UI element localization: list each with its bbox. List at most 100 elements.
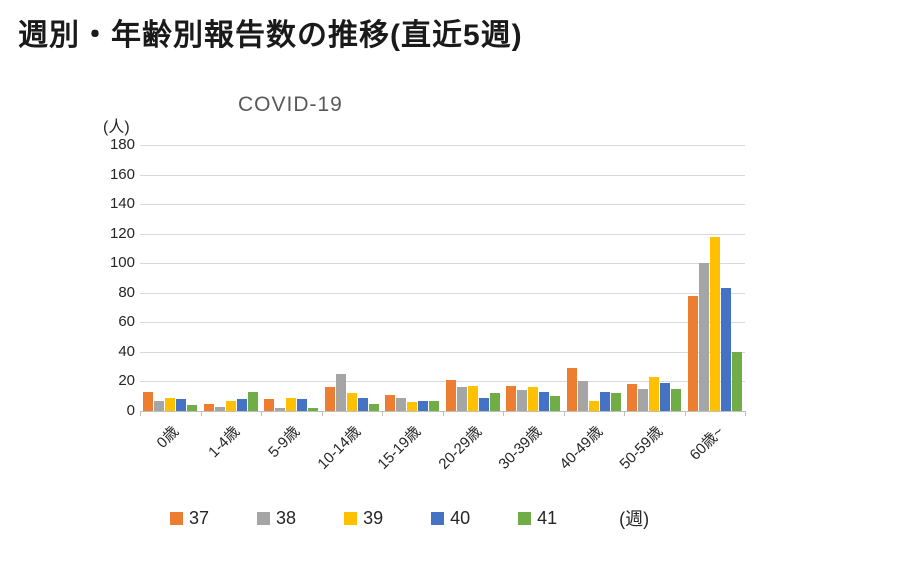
bar-week40-20-29歳 xyxy=(478,398,489,411)
bar-week40-5-9歳 xyxy=(297,399,308,411)
bar-week38-5-9歳 xyxy=(275,408,286,411)
bar-week38-1-4歳 xyxy=(214,407,225,411)
gridline-y-80 xyxy=(140,292,745,294)
legend-label: 38 xyxy=(276,507,297,528)
y-tick-label: 120 xyxy=(109,224,135,242)
bar-cluster-20-29歳 xyxy=(443,145,504,411)
x-axis-tick xyxy=(443,411,444,416)
bar-cluster-5-9歳 xyxy=(261,145,322,411)
x-axis-tick xyxy=(564,411,565,416)
x-axis-tick xyxy=(261,411,262,416)
x-axis-tick xyxy=(201,411,202,416)
bar-week40-1-4歳 xyxy=(236,399,247,411)
bar-week37-50-59歳 xyxy=(627,384,638,411)
bar-week41-50-59歳 xyxy=(671,389,682,411)
bar-week41-20-29歳 xyxy=(489,393,500,411)
bar-week41-5-9歳 xyxy=(308,408,319,411)
bar-week41-0歳 xyxy=(187,405,198,411)
bar-cluster-0歳 xyxy=(140,145,201,411)
bar-week37-10-14歳 xyxy=(324,387,335,411)
bar-week37-30-39歳 xyxy=(506,386,517,411)
page-title: 週別・年齢別報告数の推移(直近5週) xyxy=(18,19,523,52)
bar-week41-15-19歳 xyxy=(429,401,440,411)
gridline-y-140 xyxy=(140,204,745,206)
gridline-y-100 xyxy=(140,263,745,265)
legend: 37 38 39 40 41 (週) xyxy=(170,505,649,531)
bar-week41-30-39歳 xyxy=(550,396,561,411)
bar-week37-20-29歳 xyxy=(445,380,456,411)
legend-label: 41 xyxy=(537,507,558,528)
bar-week39-40-49歳 xyxy=(588,401,599,411)
legend-item-week-40: 40 xyxy=(431,508,470,529)
y-tick-label: 40 xyxy=(118,342,135,360)
gridline-y-180 xyxy=(140,145,745,146)
bar-week39-1-4歳 xyxy=(225,401,236,411)
bar-week37-60歳~ xyxy=(687,296,698,411)
bar-cluster-1-4歳 xyxy=(201,145,262,411)
bar-week40-40-49歳 xyxy=(599,392,610,411)
bar-week37-5-9歳 xyxy=(264,399,275,411)
gridline-y-120 xyxy=(140,233,745,235)
y-tick-label: 20 xyxy=(118,372,135,390)
bar-week39-10-14歳 xyxy=(346,393,357,411)
bar-week39-15-19歳 xyxy=(407,402,418,411)
gridline-y-60 xyxy=(140,322,745,324)
x-axis-tick xyxy=(322,411,323,416)
bar-week40-0歳 xyxy=(176,399,187,411)
chart-subtitle: COVID-19 xyxy=(238,93,343,116)
bar-week38-20-29歳 xyxy=(456,387,467,411)
y-tick-label: 180 xyxy=(109,136,135,153)
bar-week37-0歳 xyxy=(143,392,154,411)
bar-week39-30-39歳 xyxy=(528,387,539,411)
bar-week37-15-19歳 xyxy=(385,395,396,411)
bar-cluster-40-49歳 xyxy=(564,145,625,411)
bar-week38-60歳~ xyxy=(698,263,709,411)
legend-label: 40 xyxy=(450,507,471,528)
legend-label: 37 xyxy=(189,507,210,528)
plot-area xyxy=(140,145,746,416)
bar-week38-40-49歳 xyxy=(577,381,588,411)
bar-cluster-50-59歳 xyxy=(624,145,685,411)
x-axis-tick xyxy=(140,411,141,416)
bar-week39-50-59歳 xyxy=(649,377,660,411)
legend-item-week-41: 41 xyxy=(518,508,557,529)
bar-week39-5-9歳 xyxy=(286,398,297,411)
legend-label: 39 xyxy=(363,507,384,528)
bar-cluster-15-19歳 xyxy=(382,145,443,411)
legend-item-week-37: 37 xyxy=(170,508,209,529)
bar-week41-1-4歳 xyxy=(247,392,258,411)
bar-week38-0歳 xyxy=(154,401,165,411)
gridline-y-160 xyxy=(140,174,745,176)
x-axis-tick xyxy=(382,411,383,416)
x-axis-tick xyxy=(745,411,746,416)
gridline-y-40 xyxy=(140,351,745,353)
y-tick-label: 100 xyxy=(109,254,135,272)
bar-week37-40-49歳 xyxy=(566,368,577,411)
bar-week40-30-39歳 xyxy=(539,392,550,411)
legend-week-unit: (週) xyxy=(619,509,650,529)
bar-week38-50-59歳 xyxy=(638,389,649,411)
y-tick-label: 80 xyxy=(118,283,135,301)
bar-week38-15-19歳 xyxy=(396,398,407,411)
legend-swatch-icon xyxy=(257,511,271,525)
y-tick-label: 0 xyxy=(126,402,135,419)
bar-week38-30-39歳 xyxy=(517,390,528,411)
bar-week40-60歳~ xyxy=(720,288,731,411)
y-axis-unit-label: (人) xyxy=(103,119,130,136)
x-axis-tick xyxy=(624,411,625,416)
x-axis-tick xyxy=(685,411,686,416)
bar-cluster-10-14歳 xyxy=(322,145,383,411)
bar-week39-60歳~ xyxy=(709,237,720,411)
y-tick-label: 60 xyxy=(118,313,135,331)
y-tick-label: 140 xyxy=(109,195,135,213)
bar-week41-10-14歳 xyxy=(368,404,379,411)
bar-week40-10-14歳 xyxy=(357,398,368,411)
y-tick-label: 160 xyxy=(109,165,135,183)
bar-week38-10-14歳 xyxy=(335,374,346,411)
bar-week39-0歳 xyxy=(165,398,176,411)
legend-swatch-icon xyxy=(518,511,532,525)
legend-swatch-icon xyxy=(170,511,183,525)
legend-item-week-38: 38 xyxy=(257,508,296,529)
gridline-y-20 xyxy=(140,381,745,383)
